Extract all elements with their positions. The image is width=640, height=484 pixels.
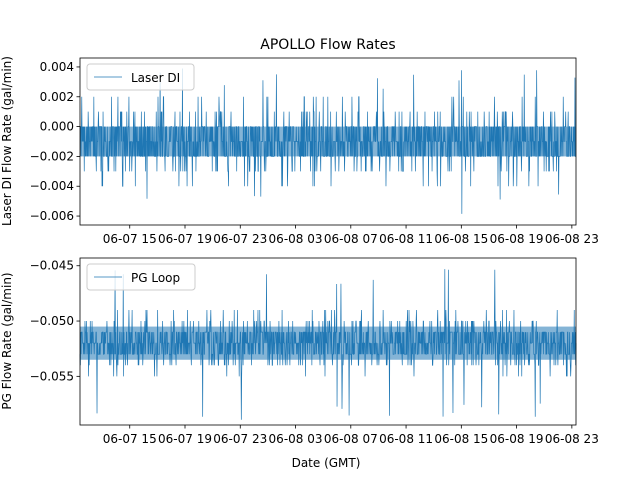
laser-di-y-axis-label: Laser DI Flow Rate (gal/min) (0, 56, 14, 226)
x-tick-label: 06-07 23 (213, 432, 267, 446)
x-tick-label: 06-07 15 (103, 232, 157, 246)
x-tick-label: 06-08 11 (379, 432, 433, 446)
pg-loop-panel: −0.045 −0.050 −0.055 06-07 15 06-07 19 06-07… (0, 257, 599, 470)
pg-loop-y-axis-label: PG Flow Rate (gal/min) (0, 272, 14, 409)
series-line (80, 68, 576, 214)
x-tick-label: 06-08 19 (490, 232, 544, 246)
y-tick-label: −0.002 (30, 149, 74, 163)
pg-loop-x-ticks: 06-07 15 06-07 19 06-07 23 06-08 03 06-08 07… (103, 425, 599, 446)
x-tick-label: 06-08 15 (434, 232, 488, 246)
x-tick-label: 06-08 19 (490, 432, 544, 446)
laser-di-legend: Laser DI (86, 63, 195, 91)
laser-di-panel: 0.004 0.002 0.000 −0.002 −0.004 −0.006 06-07 … (0, 56, 599, 246)
laser-di-series (80, 68, 576, 214)
pg-loop-legend: PG Loop (86, 263, 196, 291)
y-tick-label: −0.004 (30, 179, 74, 193)
y-tick-label: −0.055 (30, 369, 74, 383)
x-axis-label: Date (GMT) (292, 456, 361, 470)
x-tick-label: 06-08 03 (269, 232, 323, 246)
laser-di-x-ticks: 06-07 15 06-07 19 06-07 23 06-08 03 06-08 07… (103, 225, 599, 246)
x-tick-label: 06-07 19 (158, 232, 212, 246)
chart-title: APOLLO Flow Rates (260, 37, 395, 53)
y-tick-label: 0.002 (40, 90, 74, 104)
y-tick-label: 0.004 (40, 60, 74, 74)
x-tick-label: 06-08 07 (324, 232, 378, 246)
series-line (79, 269, 577, 420)
y-tick-label: 0.000 (40, 120, 74, 134)
x-tick-label: 06-08 23 (545, 232, 599, 246)
pg-loop-y-ticks: −0.045 −0.050 −0.055 (30, 259, 80, 383)
x-tick-label: 06-08 15 (434, 432, 488, 446)
y-tick-label: −0.045 (30, 259, 74, 273)
laser-di-plot-frame (79, 57, 577, 226)
pg-loop-legend-label: PG Loop (131, 271, 180, 285)
x-tick-label: 06-08 07 (324, 432, 378, 446)
y-tick-label: −0.006 (30, 209, 74, 223)
x-tick-label: 06-07 15 (103, 432, 157, 446)
pg-loop-series (79, 269, 577, 420)
x-tick-label: 06-08 11 (379, 232, 433, 246)
x-tick-label: 06-08 23 (545, 432, 599, 446)
y-tick-label: −0.050 (30, 314, 74, 328)
pg-loop-plot-frame (79, 257, 577, 426)
x-tick-label: 06-08 03 (269, 432, 323, 446)
laser-di-legend-box (86, 63, 195, 91)
laser-di-y-ticks: 0.004 0.002 0.000 −0.002 −0.004 −0.006 (30, 60, 80, 223)
x-tick-label: 06-07 19 (158, 432, 212, 446)
x-tick-label: 06-07 23 (213, 232, 267, 246)
laser-di-legend-label: Laser DI (131, 71, 180, 85)
pg-loop-legend-box (86, 263, 196, 291)
